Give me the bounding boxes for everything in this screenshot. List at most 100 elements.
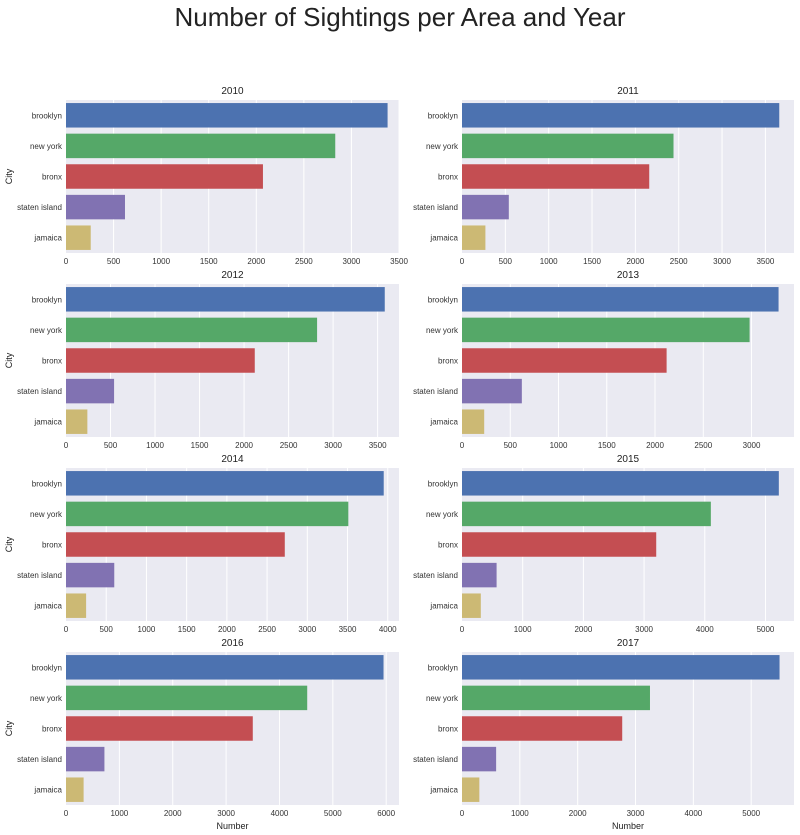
x-tick-label: 1000 bbox=[152, 257, 170, 266]
category-label: brooklyn bbox=[428, 295, 458, 304]
x-tick-label: 5000 bbox=[757, 625, 775, 634]
subplot-title: 2012 bbox=[221, 270, 244, 281]
x-tick-label: 4000 bbox=[379, 625, 397, 634]
x-tick-label: 0 bbox=[460, 625, 465, 634]
category-label: staten island bbox=[17, 571, 62, 580]
category-label: staten island bbox=[17, 387, 62, 396]
x-tick-label: 3500 bbox=[390, 257, 408, 266]
x-tick-label: 3000 bbox=[343, 257, 361, 266]
x-tick-label: 3000 bbox=[298, 625, 316, 634]
x-tick-label: 1000 bbox=[514, 625, 532, 634]
x-axis-label: Number bbox=[612, 821, 644, 831]
bar-new-york bbox=[462, 317, 750, 343]
x-tick-label: 3000 bbox=[324, 441, 342, 450]
x-tick-label: 5000 bbox=[742, 809, 760, 818]
x-tick-label: 500 bbox=[104, 441, 118, 450]
category-label: bronx bbox=[438, 173, 458, 182]
x-tick-label: 2500 bbox=[670, 257, 688, 266]
bar-brooklyn bbox=[66, 471, 384, 496]
bar-jamaica bbox=[66, 409, 88, 434]
x-tick-label: 1500 bbox=[598, 441, 616, 450]
bar-bronx bbox=[462, 716, 623, 741]
x-tick-label: 4000 bbox=[271, 809, 289, 818]
category-label: bronx bbox=[438, 725, 458, 734]
category-label: jamaica bbox=[33, 786, 62, 795]
x-tick-label: 5000 bbox=[324, 809, 342, 818]
x-tick-label: 2000 bbox=[164, 809, 182, 818]
bar-jamaica bbox=[462, 409, 485, 434]
category-label: new york bbox=[426, 510, 459, 519]
category-label: jamaica bbox=[429, 786, 458, 795]
x-tick-label: 1000 bbox=[110, 809, 128, 818]
x-tick-label: 1000 bbox=[511, 809, 529, 818]
x-tick-label: 0 bbox=[64, 809, 69, 818]
bar-new-york bbox=[66, 685, 308, 711]
x-tick-label: 500 bbox=[107, 257, 121, 266]
category-label: jamaica bbox=[429, 602, 458, 611]
category-label: bronx bbox=[438, 541, 458, 550]
bar-brooklyn bbox=[462, 471, 779, 496]
x-tick-label: 3500 bbox=[339, 625, 357, 634]
bar-bronx bbox=[462, 164, 650, 189]
category-label: new york bbox=[426, 326, 459, 335]
bar-new-york bbox=[66, 133, 336, 159]
x-tick-label: 1000 bbox=[550, 441, 568, 450]
x-tick-label: 0 bbox=[64, 257, 69, 266]
bar-jamaica bbox=[462, 225, 486, 250]
x-tick-label: 500 bbox=[499, 257, 513, 266]
subplot-title: 2010 bbox=[221, 86, 244, 97]
category-label: staten island bbox=[17, 203, 62, 212]
category-label: bronx bbox=[42, 541, 62, 550]
x-tick-label: 2500 bbox=[258, 625, 276, 634]
bar-bronx bbox=[462, 348, 667, 373]
x-tick-label: 2500 bbox=[295, 257, 313, 266]
bar-brooklyn bbox=[66, 103, 388, 128]
bar-jamaica bbox=[66, 225, 91, 250]
figure-title: Number of Sightings per Area and Year bbox=[174, 2, 626, 32]
x-tick-label: 2000 bbox=[247, 257, 265, 266]
bar-staten-island bbox=[462, 562, 497, 588]
y-axis-label: City bbox=[4, 352, 14, 368]
category-label: new york bbox=[30, 142, 63, 151]
bar-brooklyn bbox=[462, 103, 780, 128]
y-axis-label: City bbox=[4, 720, 14, 736]
category-label: new york bbox=[30, 326, 63, 335]
bar-staten-island bbox=[462, 746, 497, 772]
x-tick-label: 0 bbox=[460, 809, 465, 818]
bar-staten-island bbox=[66, 562, 115, 588]
bar-new-york bbox=[462, 685, 650, 711]
bar-bronx bbox=[66, 348, 255, 373]
subplot-title: 2014 bbox=[221, 454, 244, 465]
category-label: new york bbox=[426, 142, 459, 151]
x-tick-label: 6000 bbox=[377, 809, 395, 818]
bar-staten-island bbox=[66, 746, 105, 772]
x-tick-label: 2500 bbox=[280, 441, 298, 450]
category-label: staten island bbox=[413, 571, 458, 580]
bar-jamaica bbox=[462, 777, 480, 802]
bar-new-york bbox=[66, 501, 349, 527]
category-label: staten island bbox=[413, 387, 458, 396]
x-tick-label: 3500 bbox=[369, 441, 387, 450]
x-tick-label: 500 bbox=[100, 625, 114, 634]
category-label: jamaica bbox=[33, 234, 62, 243]
y-axis-label: City bbox=[4, 536, 14, 552]
x-tick-label: 3000 bbox=[635, 625, 653, 634]
x-tick-label: 2000 bbox=[218, 625, 236, 634]
bar-bronx bbox=[66, 716, 253, 741]
y-axis-label: City bbox=[4, 168, 14, 184]
bar-brooklyn bbox=[66, 655, 384, 680]
category-label: new york bbox=[30, 694, 63, 703]
subplot-title: 2013 bbox=[617, 270, 640, 281]
x-tick-label: 4000 bbox=[696, 625, 714, 634]
bar-jamaica bbox=[66, 777, 84, 802]
category-label: brooklyn bbox=[32, 111, 62, 120]
x-tick-label: 2000 bbox=[569, 809, 587, 818]
x-tick-label: 500 bbox=[504, 441, 518, 450]
x-tick-label: 0 bbox=[64, 441, 69, 450]
x-tick-label: 3000 bbox=[713, 257, 731, 266]
bar-staten-island bbox=[66, 194, 125, 220]
bar-staten-island bbox=[462, 378, 522, 404]
category-label: bronx bbox=[42, 357, 62, 366]
bar-new-york bbox=[462, 501, 711, 527]
